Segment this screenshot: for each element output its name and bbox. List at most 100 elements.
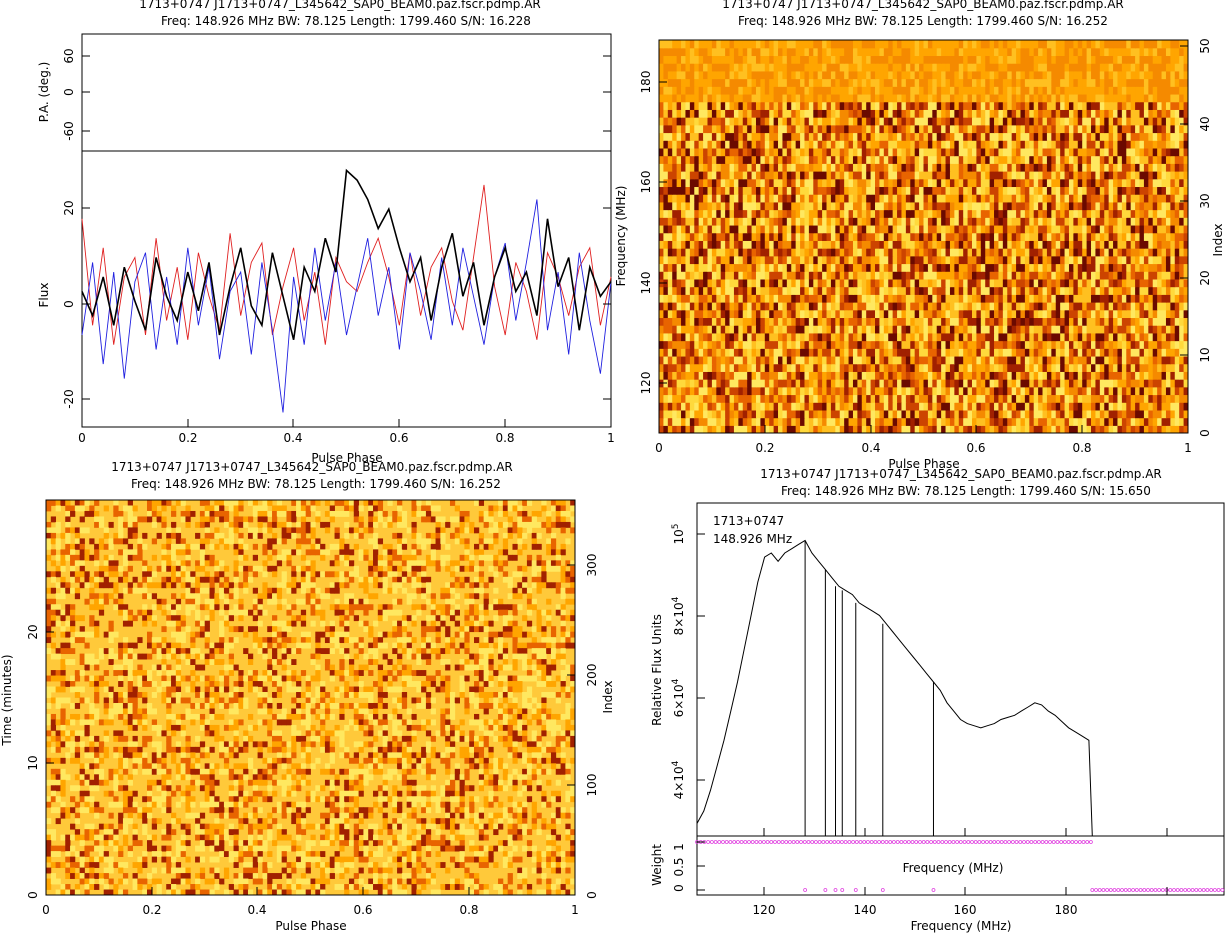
heatmap-cell [659, 171, 665, 180]
heatmap-cell [764, 117, 770, 126]
heatmap-cell [716, 417, 722, 426]
heatmap-cell [839, 286, 845, 295]
heatmap-cell [711, 340, 717, 349]
heatmap-cell [897, 124, 903, 134]
heatmap-cell [1152, 178, 1158, 188]
heatmap-cell [1099, 302, 1105, 311]
heatmap-cell [998, 386, 1004, 396]
heatmap-cell [1060, 409, 1066, 419]
heatmap-cell [764, 155, 770, 164]
heatmap-cell [989, 124, 995, 134]
heatmap-cell [773, 325, 779, 334]
heatmap-cell [883, 409, 889, 419]
heatmap-cell [672, 224, 678, 234]
heatmap-cell [971, 325, 977, 334]
heatmap-cell [1042, 178, 1048, 188]
heatmap-cell [817, 124, 823, 134]
heatmap-cell [998, 240, 1004, 249]
heatmap-cell [994, 332, 1000, 342]
heatmap-cell [1148, 217, 1154, 226]
heatmap-cell [826, 286, 832, 295]
heatmap-cell [1033, 379, 1039, 388]
heatmap-cell [844, 209, 850, 218]
heatmap-cell [791, 294, 797, 303]
heatmap-cell [1020, 140, 1026, 149]
heatmap-cell [1082, 417, 1088, 426]
heatmap-cell [689, 186, 695, 195]
heatmap-cell [711, 286, 717, 295]
heatmap-cell [936, 355, 942, 365]
profile-ytick-label: -20 [62, 389, 76, 409]
heatmap-cell [667, 409, 673, 419]
heatmap-cell [967, 117, 973, 126]
heatmap-cell [941, 332, 947, 342]
heatmap-cell [826, 255, 832, 265]
heatmap-cell [879, 340, 885, 349]
heatmap-cell [786, 132, 792, 141]
heatmap-cell [905, 425, 911, 433]
heatmap-cell [698, 194, 704, 203]
heatmap-cell [888, 394, 894, 403]
heatmap-cell [694, 325, 700, 334]
heatmap-cell [1042, 217, 1048, 226]
heatmap-cell [1091, 417, 1097, 426]
heatmap-cell [1099, 363, 1105, 372]
heatmap-cell [1086, 140, 1092, 149]
heatmap-cell [1060, 147, 1066, 157]
pulse-profile-panel: 1713+0747 J1713+0747_L345642_SAP0_BEAM0.… [37, 0, 615, 465]
heatmap-cell [998, 271, 1004, 280]
heatmap-cell [830, 209, 836, 218]
heatmap-cell [1046, 317, 1052, 326]
heatmap-cell [976, 402, 982, 411]
heatmap-cell [707, 325, 713, 334]
heatmap-cell [954, 340, 960, 349]
heatmap-cell [1143, 147, 1149, 157]
heatmap-cell [1099, 417, 1105, 426]
heatmap-cell [1007, 271, 1013, 280]
heatmap-cell [1046, 425, 1052, 433]
heatmap-cell [747, 379, 753, 388]
heatmap-cell [971, 355, 977, 365]
heatmap-cell [659, 309, 665, 319]
heatmap-cell [1007, 332, 1013, 342]
heatmap-cell [685, 402, 691, 411]
heatmap-cell [786, 163, 792, 172]
heatmap-cell [1113, 340, 1119, 349]
heatmap-cell [901, 232, 907, 241]
heatmap-cell [985, 340, 991, 349]
heatmap-cell [1117, 232, 1123, 241]
heatmap-cell [782, 117, 788, 126]
heatmap-cell [830, 232, 836, 241]
heatmap-cell [844, 325, 850, 334]
heatmap-cell [786, 371, 792, 380]
heatmap-cell [1121, 178, 1127, 188]
heatmap-cell [1055, 263, 1061, 272]
heatmap-cell [1139, 302, 1145, 311]
heatmap-cell [1165, 286, 1171, 295]
heatmap-cell [1051, 194, 1057, 203]
heatmap-cell [1126, 325, 1132, 334]
heatmap-cell [707, 402, 713, 411]
heatmap-cell [659, 302, 665, 311]
heatmap-cell [963, 171, 969, 180]
heatmap-cell [998, 425, 1004, 433]
heatmap-cell [1060, 201, 1066, 211]
heatmap-cell [1055, 232, 1061, 241]
heatmap-cell [932, 363, 938, 372]
heatmap-cell [976, 240, 982, 249]
heatmap-cell [945, 417, 951, 426]
heatmap-cell [830, 309, 836, 319]
heatmap-cell [1095, 240, 1101, 249]
heatmap-cell [1130, 186, 1136, 195]
heatmap-cell [1130, 140, 1136, 149]
heatmap-cell [1073, 263, 1079, 272]
heatmap-cell [659, 402, 665, 411]
heatmap-cell [980, 425, 986, 433]
heatmap-cell [769, 194, 775, 203]
heatmap-cell [852, 325, 858, 334]
heatmap-cell [1068, 325, 1074, 334]
heatmap-cell [830, 217, 836, 226]
heatmap-cell [1143, 340, 1149, 349]
heatmap-cell [1139, 224, 1145, 234]
heatmap-cell [707, 248, 713, 257]
